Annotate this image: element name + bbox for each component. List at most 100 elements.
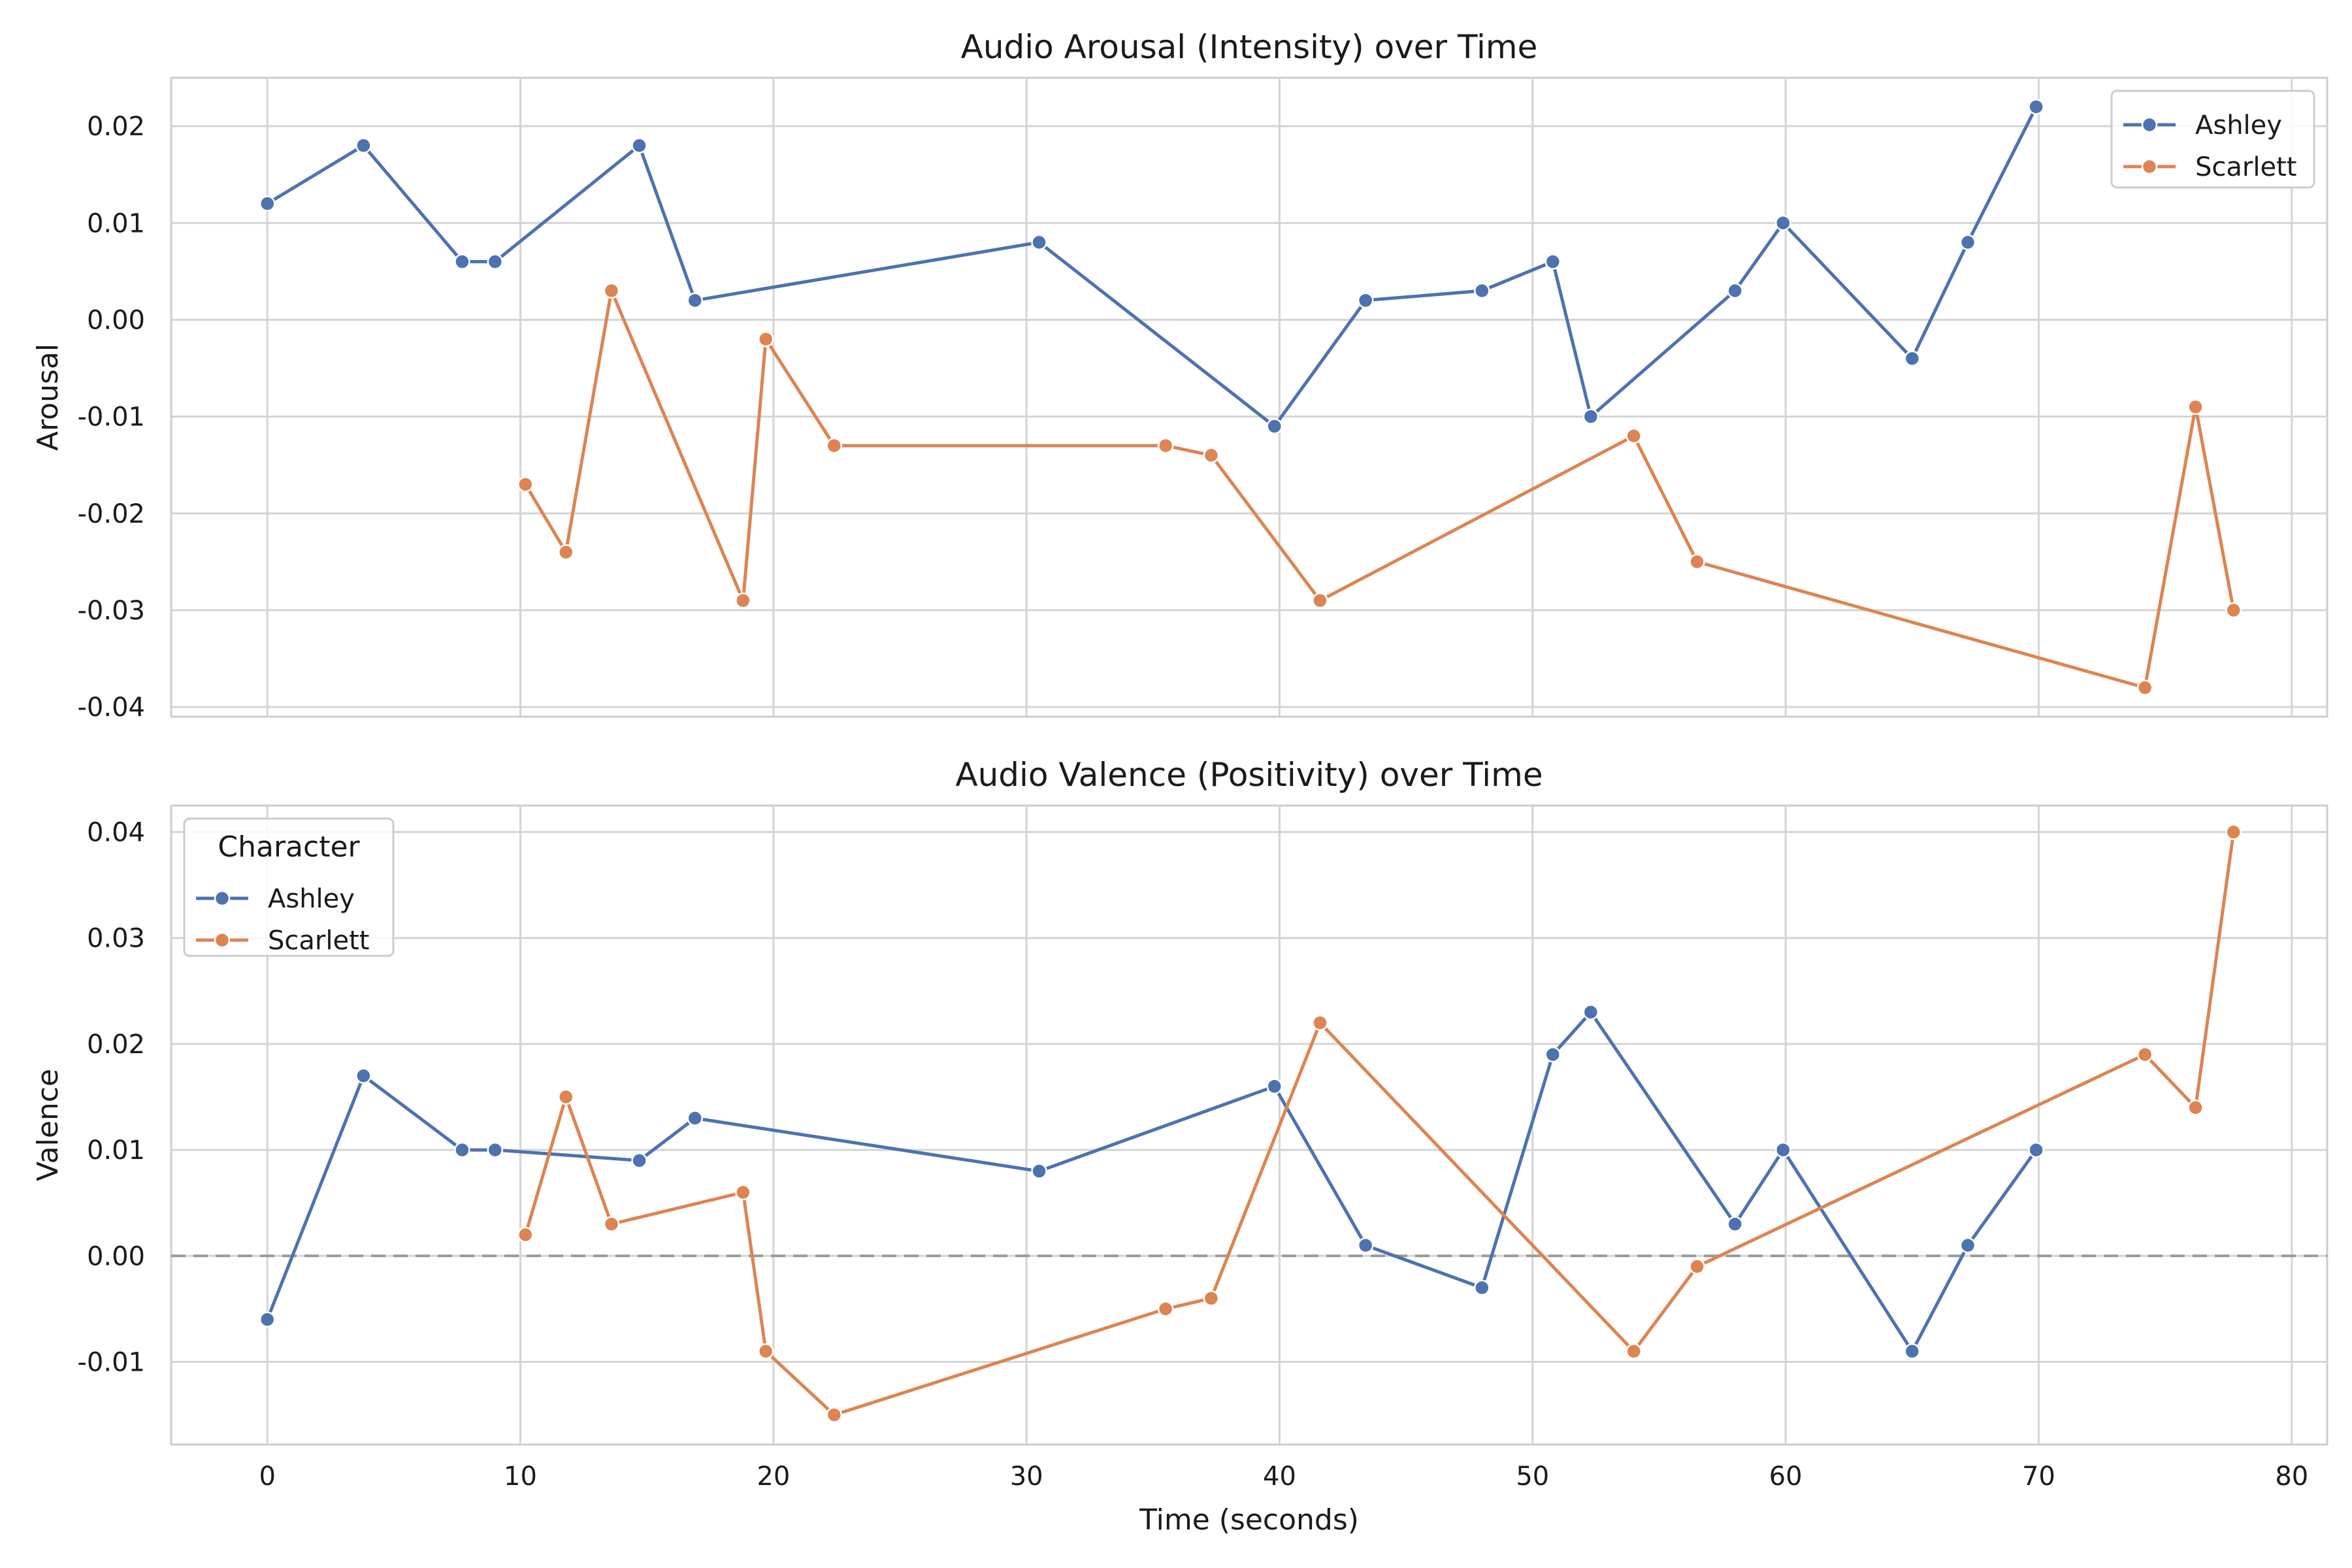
chart-title: Audio Arousal (Intensity) over Time <box>961 28 1538 66</box>
data-point-scarlett <box>1203 1290 1220 1307</box>
legend-entry-scarlett: Scarlett <box>268 926 369 956</box>
series-scarlett <box>517 824 2242 1423</box>
data-point-ashley <box>454 1141 470 1158</box>
legend-entry-scarlett: Scarlett <box>2195 152 2296 182</box>
data-point-ashley <box>631 1152 647 1169</box>
data-point-scarlett <box>735 592 751 609</box>
legend-box <box>183 817 395 957</box>
data-point-ashley <box>487 1141 504 1158</box>
data-point-scarlett <box>1157 1301 1174 1317</box>
data-point-ashley <box>355 137 372 154</box>
legend-entry-ashley: Ashley <box>2195 110 2282 140</box>
data-point-scarlett <box>1312 592 1328 609</box>
data-point-ashley <box>1357 1237 1374 1254</box>
data-point-ashley <box>1474 1279 1490 1296</box>
y-tick-label: 0.04 <box>87 818 145 848</box>
y-axis-label: Arousal <box>31 344 65 451</box>
data-point-scarlett <box>1625 1343 1642 1360</box>
panel-arousal: -0.04 -0.03 -0.02 -0.01 0.00 0.01 0.02 Audio Ar… <box>31 28 2328 723</box>
y-tick-label: -0.01 <box>78 402 146 433</box>
legend: Character Ashley Scarlett <box>183 817 395 957</box>
y-tick-label: -0.03 <box>78 596 146 626</box>
y-tick-label: -0.04 <box>78 693 146 723</box>
data-point-scarlett <box>2136 679 2153 696</box>
y-tick-label: 0.01 <box>87 208 145 238</box>
legend-box <box>2110 90 2315 189</box>
x-tick-label: 80 <box>2275 1462 2308 1492</box>
y-tick-label: -0.01 <box>78 1347 146 1377</box>
data-point-scarlett <box>757 331 774 348</box>
data-point-scarlett <box>557 1088 574 1105</box>
data-point-ashley <box>1959 1237 1976 1254</box>
data-point-scarlett <box>1203 447 1220 464</box>
legend-swatch-marker <box>2141 158 2158 175</box>
data-point-scarlett <box>1689 553 1705 570</box>
data-point-scarlett <box>2225 602 2242 619</box>
data-point-scarlett <box>517 1226 534 1243</box>
data-point-ashley <box>355 1068 372 1084</box>
data-point-ashley <box>454 253 470 270</box>
data-point-scarlett <box>1625 428 1642 444</box>
y-axis-label: Valence <box>31 1069 65 1181</box>
y-tick-label: 0.03 <box>87 924 145 954</box>
chart-title: Audio Valence (Positivity) over Time <box>955 756 1543 794</box>
data-point-ashley <box>1727 282 1743 299</box>
x-tick-label: 50 <box>1516 1462 1549 1492</box>
data-point-scarlett <box>735 1184 751 1201</box>
panel-valence: 0 10 20 30 40 50 60 70 80 -0.01 0.00 0.01 0.02 0.03 0.… <box>31 756 2328 1537</box>
data-point-ashley <box>1031 1163 1047 1179</box>
data-point-ashley <box>1775 1141 1791 1158</box>
x-tick-label: 10 <box>504 1462 537 1492</box>
data-point-ashley <box>687 1110 704 1126</box>
y-tick-label: 0.00 <box>87 1241 145 1271</box>
data-point-ashley <box>2028 99 2044 115</box>
series-line-scarlett <box>523 832 2236 1417</box>
data-point-ashley <box>1357 292 1374 309</box>
data-point-ashley <box>2028 1141 2044 1158</box>
data-point-scarlett <box>1312 1015 1328 1031</box>
data-point-scarlett <box>1157 437 1174 454</box>
data-point-ashley <box>1266 1078 1282 1095</box>
data-point-ashley <box>1775 215 1791 231</box>
series-ashley <box>259 1004 2044 1360</box>
data-point-ashley <box>1582 1004 1599 1021</box>
data-point-scarlett <box>603 1216 620 1232</box>
legend-swatch-marker <box>2141 116 2158 133</box>
data-point-scarlett <box>517 476 534 493</box>
x-tick-label: 30 <box>1010 1462 1043 1492</box>
legend-swatch-marker <box>214 890 231 907</box>
series-scarlett <box>517 282 2242 696</box>
legend-swatch-marker <box>214 932 231 949</box>
data-point-ashley <box>1904 1343 1921 1360</box>
x-axis-label: Time (seconds) <box>1139 1503 1359 1537</box>
y-tick-label: 0.02 <box>87 1030 145 1060</box>
data-point-ashley <box>487 253 504 270</box>
data-point-scarlett <box>603 282 620 299</box>
x-tick-label: 0 <box>259 1462 275 1492</box>
x-tick-label: 60 <box>1769 1462 1803 1492</box>
data-point-scarlett <box>2187 399 2204 416</box>
x-tick-label: 70 <box>2022 1462 2055 1492</box>
x-tick-label: 40 <box>1263 1462 1296 1492</box>
data-point-ashley <box>1031 234 1047 251</box>
legend-entry-ashley: Ashley <box>268 884 355 914</box>
data-point-ashley <box>259 195 276 212</box>
data-point-ashley <box>1959 234 1976 251</box>
y-tick-label: 0.02 <box>87 112 145 142</box>
data-point-ashley <box>1544 253 1561 270</box>
data-point-scarlett <box>1689 1258 1705 1275</box>
series-ashley <box>259 99 2044 434</box>
data-point-ashley <box>1544 1046 1561 1063</box>
legend: Ashley Scarlett <box>2110 90 2315 189</box>
data-point-scarlett <box>2187 1099 2204 1116</box>
data-point-ashley <box>631 137 647 154</box>
y-tick-label: 0.00 <box>87 305 145 335</box>
x-tick-label: 20 <box>757 1462 790 1492</box>
series-line-scarlett <box>524 289 2236 689</box>
data-point-scarlett <box>826 1407 843 1423</box>
data-point-ashley <box>1904 350 1921 367</box>
data-point-scarlett <box>2136 1046 2153 1063</box>
legend-title: Character <box>218 830 360 864</box>
data-point-scarlett <box>757 1343 774 1360</box>
